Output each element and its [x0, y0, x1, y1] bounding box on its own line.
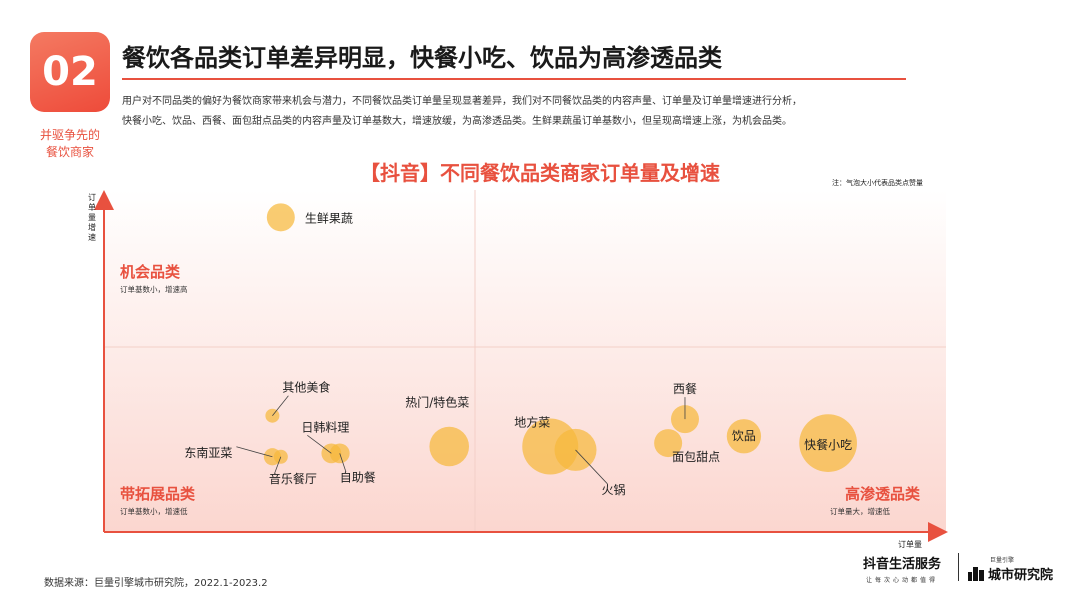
quadrant-label-high-penetration: 高渗透品类: [845, 485, 921, 503]
bubble-0: [266, 203, 295, 232]
bubble-leader-4: [274, 456, 282, 473]
logo-separator: [958, 553, 959, 581]
intro-paragraph: 用户对不同品类的偏好为餐饮商家带来机会与潜力，不同餐饮品类订单量呈现显著差异，我…: [122, 92, 952, 132]
title-underline: [122, 78, 906, 80]
chart-title: 【抖音】不同餐饮品类商家订单量及增速: [360, 161, 720, 185]
section-number-badge: 02: [30, 32, 110, 112]
bubble-label-6: 热门/特色菜: [405, 395, 469, 410]
quadrant-desc-high-penetration: 订单量大，增速低: [830, 506, 890, 516]
bubble-label-5: 自助餐: [340, 469, 376, 484]
bubble-label-7: 地方菜: [514, 415, 550, 430]
chart-note: 注：气泡大小代表品类点赞量: [832, 179, 923, 187]
intro-line-1: 用户对不同品类的偏好为餐饮商家带来机会与潜力，不同餐饮品类订单量呈现显著差异，我…: [122, 96, 802, 107]
bubble-label-2: 日韩料理: [301, 419, 349, 434]
logo1-tagline: 让每次心动都值得: [865, 577, 938, 584]
bubble-10: [654, 429, 683, 458]
bubble-6: [429, 426, 470, 467]
bubble-leader-2: [307, 435, 332, 454]
logo2-small: 巨量引擎: [990, 557, 1015, 564]
bubble-11: [726, 419, 762, 454]
section-label-line1: 并驱争先的: [39, 128, 100, 142]
bubble-label-10: 面包甜点: [672, 450, 720, 464]
bubble-label-4: 音乐餐厅: [269, 471, 317, 486]
bubble-label-11: 饮品: [732, 429, 756, 443]
douyin-life-service-logo: 抖音生活服务 让每次心动都值得: [852, 553, 952, 584]
quadrant-desc-opportunity: 订单基数小，增速高: [120, 284, 188, 294]
bubble-5: [329, 443, 350, 464]
intro-line-2: 快餐小吃、饮品、西餐、面包甜点品类的内容声量及订单基数大，增速放缓，为高渗透品类…: [122, 116, 792, 127]
data-source: 数据来源：巨量引擎城市研究院，2022.1-2023.2: [44, 578, 268, 589]
y-axis-label: 订单量增速: [88, 192, 96, 242]
bubble-12: [799, 414, 857, 472]
bubble-label-8: 火锅: [602, 482, 626, 497]
bubble-leader-8: [575, 449, 608, 485]
bubble-label-12: 快餐小吃: [804, 437, 852, 452]
section-label-line2: 餐饮商家: [45, 145, 94, 159]
city-skyline-icon: [968, 567, 984, 581]
bubble-leader-5: [339, 453, 347, 472]
bubble-label-3: 东南亚菜: [184, 445, 232, 460]
bubble-label-0: 生鲜果蔬: [305, 211, 353, 225]
page-title: 餐饮各品类订单差异明显，快餐小吃、饮品为高渗透品类: [122, 44, 722, 72]
quadrant-label-expand: 带拓展品类: [120, 485, 196, 503]
bubble-layer: [263, 203, 857, 475]
quadrant-label-opportunity: 机会品类: [120, 263, 181, 281]
logo2-name: 城市研究院: [988, 568, 1054, 583]
bubble-leader-1: [272, 395, 289, 416]
bubble-label-1: 其他美食: [282, 380, 330, 395]
chart-background: [104, 190, 946, 532]
logo1-name: 抖音生活服务: [862, 557, 941, 572]
x-axis-label: 订单量: [898, 539, 922, 549]
section-label: 并驱争先的 餐饮商家: [24, 127, 116, 161]
research-institute-logo: 巨量引擎 城市研究院: [968, 555, 1053, 583]
quadrant-desc-expand: 订单基数小，增速低: [120, 506, 188, 516]
bubble-label-9: 西餐: [673, 381, 697, 396]
bubble-leader-3: [236, 446, 273, 458]
